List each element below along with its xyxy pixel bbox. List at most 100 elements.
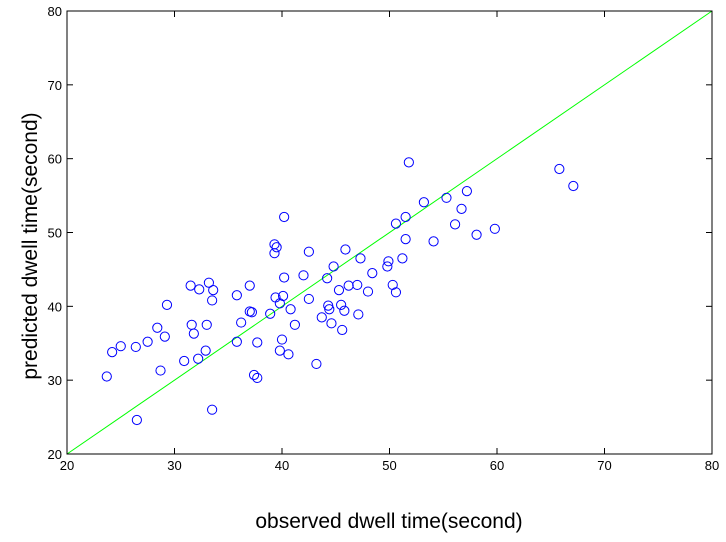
data-point: [252, 372, 263, 384]
data-point: [382, 261, 393, 272]
y-tick-label: 70: [48, 78, 62, 93]
data-point: [252, 337, 263, 348]
data-point: [279, 211, 290, 223]
y-tick-label: 30: [48, 373, 62, 388]
data-point: [428, 236, 439, 247]
data-point: [362, 286, 374, 297]
y-axis-title: predicted dwell time(second): [19, 112, 42, 379]
data-point: [279, 272, 290, 283]
data-point: [324, 304, 335, 315]
data-point: [352, 279, 363, 291]
data-point: [390, 287, 402, 298]
data-point: [340, 244, 351, 255]
data-point: [316, 312, 327, 323]
x-tick-label: 50: [382, 458, 396, 473]
data-point: [343, 280, 354, 291]
data-point: [274, 345, 285, 356]
data-point: [130, 341, 141, 353]
data-point: [193, 353, 204, 364]
data-point: [276, 334, 288, 345]
data-point: [188, 328, 199, 339]
data-point: [328, 261, 339, 272]
data-point: [155, 365, 166, 376]
x-tick-label: 30: [167, 458, 181, 473]
y-tick-label: 60: [48, 152, 62, 167]
x-tick-label: 80: [705, 458, 719, 473]
data-point: [456, 203, 467, 214]
data-point: [285, 304, 296, 315]
data-point: [274, 298, 285, 309]
data-point: [355, 253, 366, 264]
data-point: [336, 299, 347, 310]
data-point: [203, 277, 214, 288]
data-point: [383, 256, 394, 267]
reference-line: [66, 10, 713, 455]
x-tick-label: 20: [60, 458, 74, 473]
data-point: [101, 371, 112, 382]
plot-area: 20 30 40 50 60 70 80 20 30 40 50 60 70 80: [48, 4, 720, 473]
x-tick-label: 40: [275, 458, 289, 473]
x-tick-label: 70: [597, 458, 611, 473]
data-point: [265, 308, 276, 319]
x-tick-label: 60: [490, 458, 504, 473]
data-point: [207, 404, 218, 415]
data-point: [271, 242, 282, 253]
data-point: [339, 305, 350, 316]
data-point: [283, 349, 294, 360]
data-point: [115, 341, 126, 352]
data-point: [152, 322, 163, 333]
data-point: [337, 324, 348, 336]
data-point: [207, 295, 218, 306]
data-point: [471, 229, 482, 240]
data-point: [461, 186, 472, 197]
data-point: [326, 318, 337, 329]
data-point: [231, 336, 242, 347]
y-tick-label: 80: [48, 4, 62, 19]
y-tick-label: 40: [48, 299, 62, 314]
data-point: [142, 336, 153, 347]
data-point: [418, 197, 429, 208]
data-point: [194, 284, 205, 295]
data-point: [200, 345, 211, 356]
data-point: [323, 300, 334, 311]
data-point: [449, 219, 461, 230]
data-point: [400, 234, 411, 245]
data-point: [333, 284, 345, 296]
data-point: [311, 358, 322, 370]
data-point: [289, 319, 300, 330]
data-point: [400, 211, 411, 223]
data-point: [131, 414, 142, 426]
data-point: [231, 290, 242, 301]
y-tick-label: 20: [48, 447, 62, 462]
data-point: [303, 293, 314, 305]
data-point: [390, 218, 402, 229]
data-point: [387, 279, 398, 291]
data-point: [185, 280, 196, 291]
data-point: [246, 307, 257, 318]
data-point: [277, 290, 289, 302]
data-point: [554, 163, 565, 175]
data-point: [403, 157, 414, 168]
data-point: [489, 223, 500, 234]
data-point: [397, 253, 408, 264]
data-point: [298, 270, 309, 281]
data-point: [303, 246, 314, 257]
data-point: [179, 355, 190, 367]
data-point: [353, 309, 364, 320]
data-point: [107, 347, 118, 358]
data-point: [208, 284, 219, 296]
data-point: [236, 317, 247, 328]
data-point: [159, 331, 170, 342]
y-tick-label: 50: [48, 226, 62, 241]
data-point: [161, 299, 173, 310]
data-point: [322, 273, 333, 284]
data-point: [201, 319, 212, 330]
data-point: [568, 180, 579, 192]
x-axis-title: observed dwell time(second): [255, 510, 522, 533]
data-point: [244, 280, 255, 291]
data-point: [441, 192, 452, 203]
data-point: [269, 248, 280, 259]
data-point: [248, 369, 260, 381]
